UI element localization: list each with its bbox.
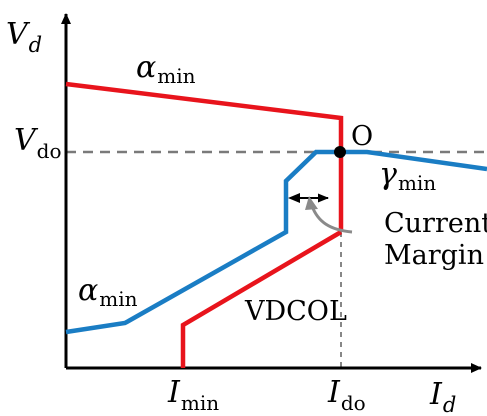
alpha-min-top-label: αmin <box>136 50 196 88</box>
current-margin-pointer-head <box>305 196 318 210</box>
ido-label: Ido <box>327 375 366 415</box>
y-axis-label: Vd <box>6 17 42 57</box>
operating-point-dot <box>334 146 346 158</box>
rectifier-alpha-min-curve <box>65 81 344 232</box>
vdo-label: Vdo <box>14 123 62 163</box>
current-margin-label-line1: Current <box>384 208 487 239</box>
current-margin-arrow-left-head <box>288 193 300 203</box>
current-margin-annotation-pointer <box>310 205 353 234</box>
alpha-min-bottom-label: αmin <box>78 273 138 311</box>
inverter-curve <box>65 149 487 335</box>
rectifier-vdcol-curve <box>180 230 343 368</box>
current-margin-label-line2: Margin <box>384 240 484 271</box>
vdcol-label: VDCOL <box>244 296 347 327</box>
gamma-min-label: γmin <box>379 157 436 195</box>
imin-label: Imin <box>167 375 219 415</box>
x-axis-label: Id <box>429 377 456 416</box>
operating-point-label: O <box>351 121 373 152</box>
